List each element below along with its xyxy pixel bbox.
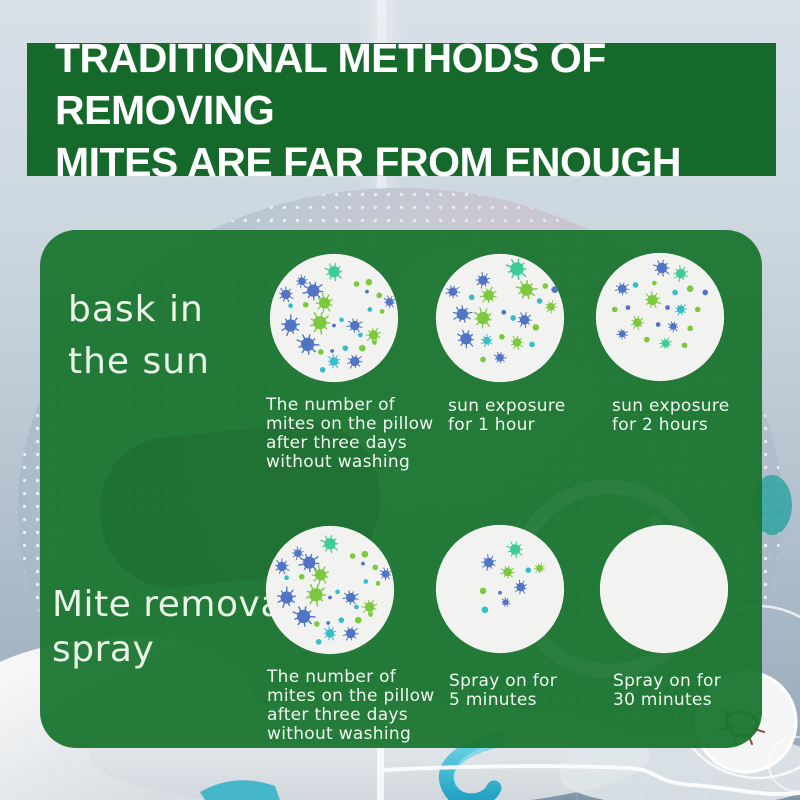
ribbon-highlight [453, 744, 494, 787]
mite-dish-before-spray-icon [265, 525, 395, 655]
mite-dish-spray-30-min-icon [599, 524, 729, 654]
lamp-pole [377, 735, 384, 800]
headline-banner: TRADITIONAL METHODS OF REMOVING MITES AR… [27, 35, 776, 185]
caption-sun-2-hours: sun exposure for 2 hours [612, 396, 730, 435]
headline-text: TRADITIONAL METHODS OF REMOVING MITES AR… [55, 34, 682, 185]
cyan-ribbon [438, 732, 505, 800]
corner-ring [768, 736, 800, 792]
teal-object [752, 475, 792, 535]
method-label-mite-removal-spray: Mite removal spray [52, 584, 294, 670]
caption-spray-5-min: Spray on for 5 minutes [449, 671, 558, 710]
caption-before-spray: The number of mites on the pillow after … [267, 667, 435, 744]
mite-dish-sun-2-hours-icon [595, 252, 725, 382]
method-label-bask-in-the-sun: bask in the sun [68, 289, 210, 382]
mite-dish-sun-1-hour-icon [435, 253, 565, 383]
power-cord [381, 764, 800, 797]
comparison-panel: bask in the sun Mite removal spray The n… [40, 230, 762, 748]
caption-sun-1-hour: sun exposure for 1 hour [448, 396, 566, 435]
mite-dish-spray-5-min-icon [435, 524, 565, 654]
mite-dish-before-sun-icon [269, 253, 399, 383]
teal-ribbon-piece [200, 780, 280, 800]
caption-spray-30-min: Spray on for 30 minutes [613, 671, 722, 710]
caption-before-sun: The number of mites on the pillow after … [266, 395, 434, 472]
